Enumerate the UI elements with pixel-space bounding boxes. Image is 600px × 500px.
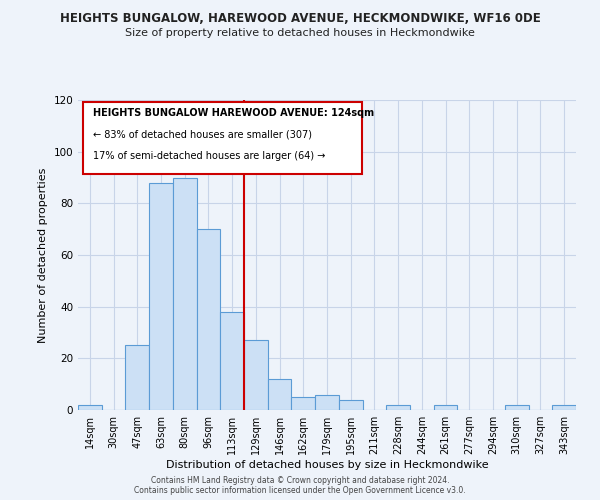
Bar — [386, 405, 410, 410]
Bar — [552, 405, 576, 410]
Text: 17% of semi-detached houses are larger (64) →: 17% of semi-detached houses are larger (… — [93, 150, 325, 160]
Bar — [149, 182, 173, 410]
Text: Contains HM Land Registry data © Crown copyright and database right 2024.: Contains HM Land Registry data © Crown c… — [151, 476, 449, 485]
Bar — [339, 400, 362, 410]
Bar — [244, 340, 268, 410]
Text: HEIGHTS BUNGALOW, HAREWOOD AVENUE, HECKMONDWIKE, WF16 0DE: HEIGHTS BUNGALOW, HAREWOOD AVENUE, HECKM… — [59, 12, 541, 26]
Bar — [505, 405, 529, 410]
Text: Contains public sector information licensed under the Open Government Licence v3: Contains public sector information licen… — [134, 486, 466, 495]
Text: ← 83% of detached houses are smaller (307): ← 83% of detached houses are smaller (30… — [93, 130, 312, 140]
Bar — [125, 346, 149, 410]
Bar — [434, 405, 457, 410]
Bar — [268, 379, 292, 410]
Text: Size of property relative to detached houses in Heckmondwike: Size of property relative to detached ho… — [125, 28, 475, 38]
Bar — [220, 312, 244, 410]
Y-axis label: Number of detached properties: Number of detached properties — [38, 168, 48, 342]
Bar — [197, 229, 220, 410]
Bar — [78, 405, 102, 410]
Bar — [173, 178, 197, 410]
Bar — [315, 394, 339, 410]
X-axis label: Distribution of detached houses by size in Heckmondwike: Distribution of detached houses by size … — [166, 460, 488, 470]
Text: HEIGHTS BUNGALOW HAREWOOD AVENUE: 124sqm: HEIGHTS BUNGALOW HAREWOOD AVENUE: 124sqm — [93, 108, 374, 118]
FancyBboxPatch shape — [83, 102, 362, 174]
Bar — [292, 397, 315, 410]
